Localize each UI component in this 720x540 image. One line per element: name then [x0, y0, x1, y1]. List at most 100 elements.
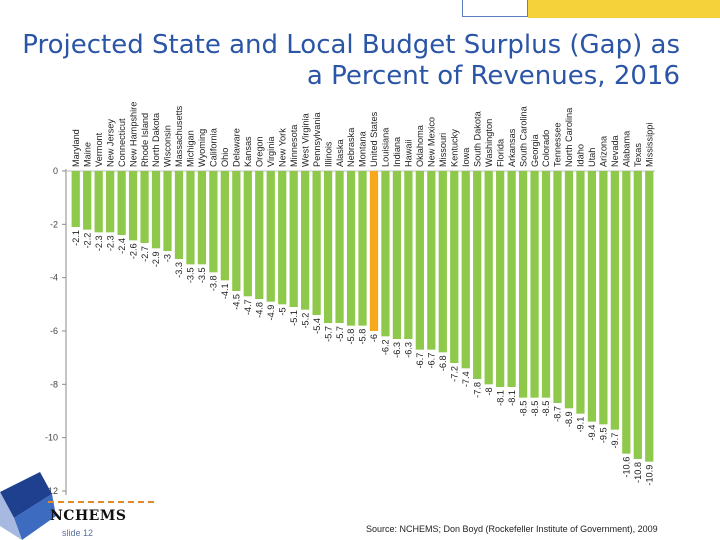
data-label: -8.5 [518, 401, 528, 417]
data-label: -10.6 [622, 457, 632, 478]
data-label: -2.3 [105, 235, 115, 251]
bar [186, 171, 195, 265]
category-label: Arizona [599, 135, 609, 167]
bar [438, 171, 447, 353]
data-label: -5.8 [346, 329, 356, 345]
data-label: -3.8 [209, 275, 219, 291]
data-label: -3 [163, 254, 173, 262]
bar [220, 171, 229, 281]
data-label: -5.7 [323, 326, 333, 342]
data-label: -5 [277, 307, 287, 315]
data-label: -7.4 [461, 371, 471, 387]
bar [518, 171, 528, 398]
data-label: -7.2 [449, 366, 459, 382]
data-label: -4.1 [220, 283, 230, 299]
data-label: -9.5 [599, 427, 609, 443]
category-label: Indiana [392, 136, 402, 167]
bar [255, 171, 264, 299]
category-label: Nebraska [346, 127, 356, 167]
category-label: Maine [82, 142, 92, 167]
data-label: -2.9 [151, 251, 161, 267]
bar [94, 171, 103, 233]
data-label: -4.8 [254, 302, 264, 318]
y-tick-label: -12 [45, 486, 58, 496]
category-label: Utah [587, 148, 597, 167]
category-label: Maryland [71, 129, 81, 167]
category-label: North Dakota [151, 112, 161, 167]
bar [163, 171, 172, 251]
data-label: -8 [484, 387, 494, 395]
category-label: Vermont [94, 132, 104, 167]
bar [633, 171, 642, 459]
category-label: Georgia [530, 133, 540, 167]
data-label: -10.9 [644, 465, 654, 486]
data-label: -8.9 [564, 411, 574, 427]
bar [427, 171, 436, 350]
category-label: Idaho [576, 144, 586, 167]
bar [553, 171, 562, 403]
category-label: South Dakota [472, 110, 482, 167]
category-label: New Hampshire [128, 102, 138, 167]
bar [346, 171, 356, 326]
bar [278, 171, 287, 305]
category-label: Ohio [220, 148, 230, 167]
data-label: -6.2 [381, 339, 391, 355]
bar [117, 171, 126, 235]
bar [610, 171, 619, 430]
data-label: -5.7 [335, 326, 345, 342]
category-label: Connecticut [117, 118, 127, 167]
category-label: Kansas [243, 136, 253, 167]
data-label: -5.1 [289, 310, 299, 326]
data-label: -6.7 [427, 353, 437, 369]
category-label: Mississippi [644, 123, 654, 167]
bar [197, 171, 207, 265]
category-label: Delaware [232, 128, 242, 167]
category-label: Florida [495, 138, 505, 167]
data-label: -9.7 [610, 433, 620, 449]
bar [381, 171, 390, 337]
logo-text: NCHEMS [50, 508, 127, 524]
logo-cube-top [0, 472, 52, 518]
category-label: Oregon [254, 136, 264, 167]
category-label: Hawaii [404, 139, 414, 167]
y-tick-label: -6 [50, 326, 58, 336]
category-label: Pennsylvania [312, 111, 322, 167]
category-label: Massachusetts [174, 105, 184, 167]
bar [541, 171, 551, 398]
bar [243, 171, 252, 297]
category-label: Texas [633, 143, 643, 167]
data-label: -10.8 [633, 462, 643, 483]
category-label: United States [369, 111, 379, 167]
category-label: Alaska [335, 139, 345, 167]
category-label: Missouri [438, 133, 448, 167]
category-label: Louisiana [381, 127, 391, 167]
bar [415, 171, 424, 350]
category-label: Montana [358, 130, 368, 167]
data-label: -6.8 [438, 355, 448, 371]
bar [71, 171, 80, 227]
category-label: Colorado [541, 130, 551, 167]
data-label: -2.4 [117, 238, 127, 254]
data-label: -3.5 [186, 267, 196, 283]
category-label: New Jersey [105, 119, 115, 167]
category-label: Iowa [461, 147, 471, 167]
category-label: Virginia [266, 136, 276, 167]
category-label: Kentucky [449, 129, 459, 167]
category-label: North Carolina [564, 107, 574, 167]
bar [335, 171, 344, 323]
category-label: South Carolina [518, 105, 528, 167]
category-label: Nevada [610, 134, 620, 167]
header-outline-box [462, 0, 528, 17]
category-label: Minnesota [289, 124, 299, 167]
bar [266, 171, 275, 302]
data-label: -4.7 [243, 299, 253, 315]
bar [622, 171, 631, 454]
logo-divider [48, 501, 154, 503]
y-tick-label: -4 [50, 273, 58, 283]
data-label: -6 [369, 334, 379, 342]
bar [106, 171, 115, 233]
y-tick-label: 0 [53, 166, 58, 176]
data-label: -2.1 [71, 230, 81, 246]
data-label: -6.3 [404, 342, 414, 358]
bar [140, 171, 149, 243]
